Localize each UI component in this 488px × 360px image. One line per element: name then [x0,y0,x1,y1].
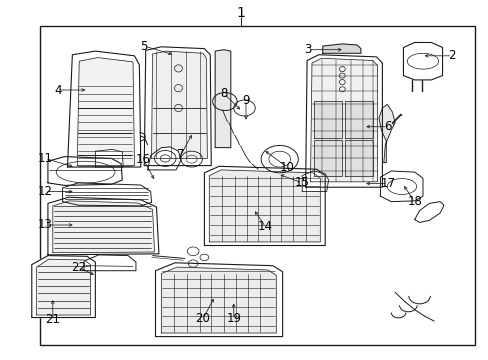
Text: 1: 1 [236,6,245,19]
Text: 22: 22 [71,261,85,274]
Polygon shape [310,58,377,182]
Text: 4: 4 [54,84,61,96]
Polygon shape [322,44,360,53]
Polygon shape [77,58,134,166]
Polygon shape [48,157,122,185]
Polygon shape [155,263,282,337]
Polygon shape [48,197,159,255]
Text: 20: 20 [195,312,210,325]
Polygon shape [215,50,230,148]
Polygon shape [313,101,342,138]
Polygon shape [313,140,342,176]
Polygon shape [95,149,123,167]
Text: 12: 12 [38,185,52,198]
Polygon shape [378,104,394,163]
Text: 6: 6 [383,120,391,133]
Text: 18: 18 [407,195,421,208]
Bar [40,26,474,345]
Polygon shape [151,51,207,158]
Polygon shape [161,267,276,333]
Text: 11: 11 [38,152,52,165]
Polygon shape [67,51,141,167]
Text: 21: 21 [45,313,60,326]
Text: 5: 5 [140,40,148,53]
Text: 9: 9 [242,94,249,107]
Polygon shape [305,55,382,187]
Polygon shape [209,170,320,242]
Text: 8: 8 [220,87,227,100]
Text: 10: 10 [280,161,294,174]
Polygon shape [344,101,372,138]
Text: 14: 14 [258,220,272,233]
Polygon shape [32,256,95,318]
Text: 13: 13 [38,219,52,231]
Polygon shape [403,42,442,80]
Polygon shape [144,47,211,166]
Text: 15: 15 [294,176,309,189]
Polygon shape [414,202,443,222]
Polygon shape [147,147,181,170]
Text: 2: 2 [447,49,455,62]
Polygon shape [344,140,372,176]
Polygon shape [204,166,325,246]
Polygon shape [302,171,328,192]
Polygon shape [37,259,90,315]
Text: 3: 3 [304,43,311,56]
Text: 7: 7 [177,148,184,161]
Text: 17: 17 [380,177,394,190]
Polygon shape [84,255,136,271]
Text: 16: 16 [136,153,150,166]
Polygon shape [53,201,154,253]
Polygon shape [62,183,151,206]
Text: 19: 19 [226,312,241,325]
Polygon shape [380,171,422,202]
